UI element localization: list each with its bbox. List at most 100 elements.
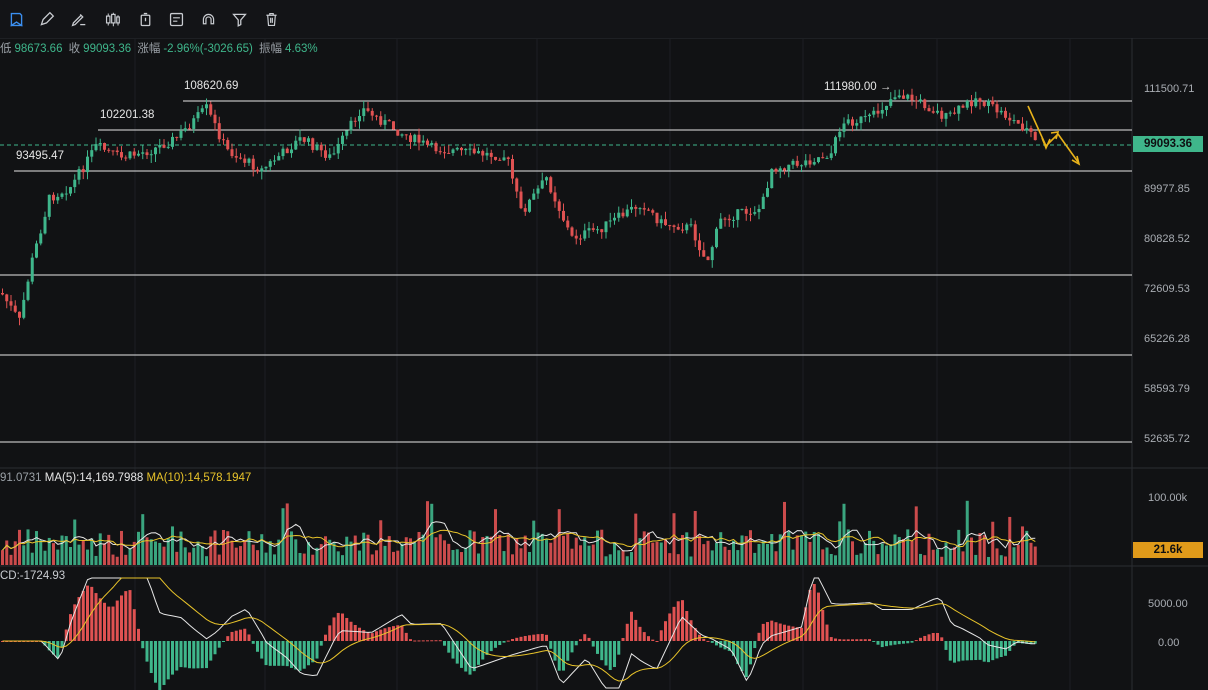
- price-chart[interactable]: 111500.71 89977.85 80828.52 72609.53 652…: [0, 38, 1208, 690]
- candle-body: [851, 119, 854, 126]
- candle-body: [481, 151, 485, 156]
- volume-bar: [974, 554, 978, 565]
- macd-bar: [536, 634, 540, 641]
- candle-body: [239, 157, 242, 159]
- candle-body: [664, 219, 667, 226]
- macd-bar: [311, 641, 315, 663]
- macd-bar: [417, 640, 421, 642]
- volume-bar: [744, 536, 748, 565]
- candle-body: [532, 193, 536, 200]
- candle-body: [404, 134, 408, 136]
- macd-bar: [740, 641, 744, 672]
- volume-bar: [982, 535, 986, 565]
- macd-bar: [256, 641, 259, 652]
- volume-bar: [392, 551, 395, 565]
- filter-icon[interactable]: [229, 9, 249, 29]
- volume-bar: [723, 546, 727, 565]
- candle-body: [430, 143, 434, 145]
- candle-body: [30, 257, 34, 282]
- macd-bar: [90, 586, 94, 641]
- volume-bar: [553, 537, 557, 565]
- macd-bar: [396, 625, 400, 641]
- macd-axis-top: 5000.00: [1148, 598, 1188, 610]
- candle-body: [655, 212, 659, 224]
- price-level-lines: [0, 100, 1132, 443]
- macd-bar: [863, 639, 867, 641]
- candle-body: [1029, 128, 1033, 132]
- bookmark-icon[interactable]: [6, 9, 26, 29]
- volume-bar: [417, 531, 421, 565]
- candle-body: [383, 120, 387, 125]
- macd-bar: [447, 641, 451, 653]
- volume-bar: [430, 503, 434, 565]
- stopwatch-icon[interactable]: [135, 9, 155, 29]
- candle-body: [927, 108, 931, 112]
- volume-bar: [1012, 547, 1016, 565]
- current-price-tag: 99093.36: [1133, 136, 1203, 152]
- candle-body: [1021, 123, 1024, 131]
- volume-bar: [766, 543, 769, 565]
- macd-bar: [468, 641, 472, 675]
- note-icon[interactable]: [166, 9, 186, 29]
- macd-bar: [613, 641, 616, 668]
- macd-bar: [43, 641, 47, 646]
- volume-bar: [18, 529, 21, 565]
- candle-body: [579, 238, 582, 240]
- candle-body: [234, 156, 238, 158]
- volume-bar: [5, 540, 9, 565]
- magnet-icon[interactable]: [198, 9, 218, 29]
- candle-body: [132, 151, 136, 156]
- macd-bar: [761, 623, 765, 641]
- candle-body: [591, 228, 595, 230]
- candle-body: [519, 191, 523, 209]
- volume-bar: [188, 552, 191, 565]
- candle-body: [349, 120, 353, 131]
- candle-body: [205, 104, 208, 109]
- candle-body: [902, 95, 905, 99]
- candle-body: [936, 110, 939, 113]
- candle-body: [906, 94, 910, 99]
- candle-body: [98, 143, 102, 145]
- volume-bar: [893, 534, 897, 565]
- macd-bar: [642, 632, 646, 641]
- candle-body: [617, 212, 621, 218]
- volume-bar: [523, 535, 527, 565]
- candle-body: [171, 136, 174, 147]
- macd-bar: [336, 612, 340, 641]
- candle-body: [353, 120, 357, 122]
- candle-body: [111, 150, 115, 152]
- pencil-icon[interactable]: [36, 9, 56, 29]
- volume-bar: [226, 531, 230, 565]
- macd-bar: [222, 641, 225, 642]
- volume-bar: [851, 541, 854, 565]
- volume-bar: [957, 529, 961, 565]
- volume-bar: [443, 540, 446, 565]
- macd-bar: [52, 641, 55, 655]
- macd-bar: [553, 641, 557, 661]
- volume-bar: [332, 543, 336, 565]
- candle-body: [230, 149, 234, 157]
- volume-bar: [421, 534, 425, 565]
- volume-bar: [800, 535, 803, 565]
- volume-bar: [647, 532, 650, 565]
- macd-bar: [868, 639, 871, 641]
- volume-bar: [846, 529, 850, 565]
- volume-bar: [897, 536, 901, 565]
- macd-bar: [409, 639, 412, 641]
- macd-bar: [298, 641, 302, 671]
- candle-body: [910, 94, 914, 101]
- volume-bar: [668, 553, 672, 565]
- candle-body: [995, 104, 999, 113]
- volume-bar: [319, 544, 323, 565]
- volume-bar: [149, 539, 153, 565]
- candle-body: [273, 160, 276, 162]
- volume-bar: [936, 549, 939, 565]
- volume-bar: [383, 545, 387, 565]
- trash-icon[interactable]: [261, 9, 281, 29]
- candlestick-icon[interactable]: [102, 9, 122, 29]
- volume-ma5: MA(5):14,169.7988: [44, 472, 144, 484]
- macd-bar: [664, 621, 667, 641]
- brush-icon[interactable]: [68, 9, 88, 29]
- low-value: 98673.66: [14, 43, 63, 55]
- candle-body: [434, 143, 438, 152]
